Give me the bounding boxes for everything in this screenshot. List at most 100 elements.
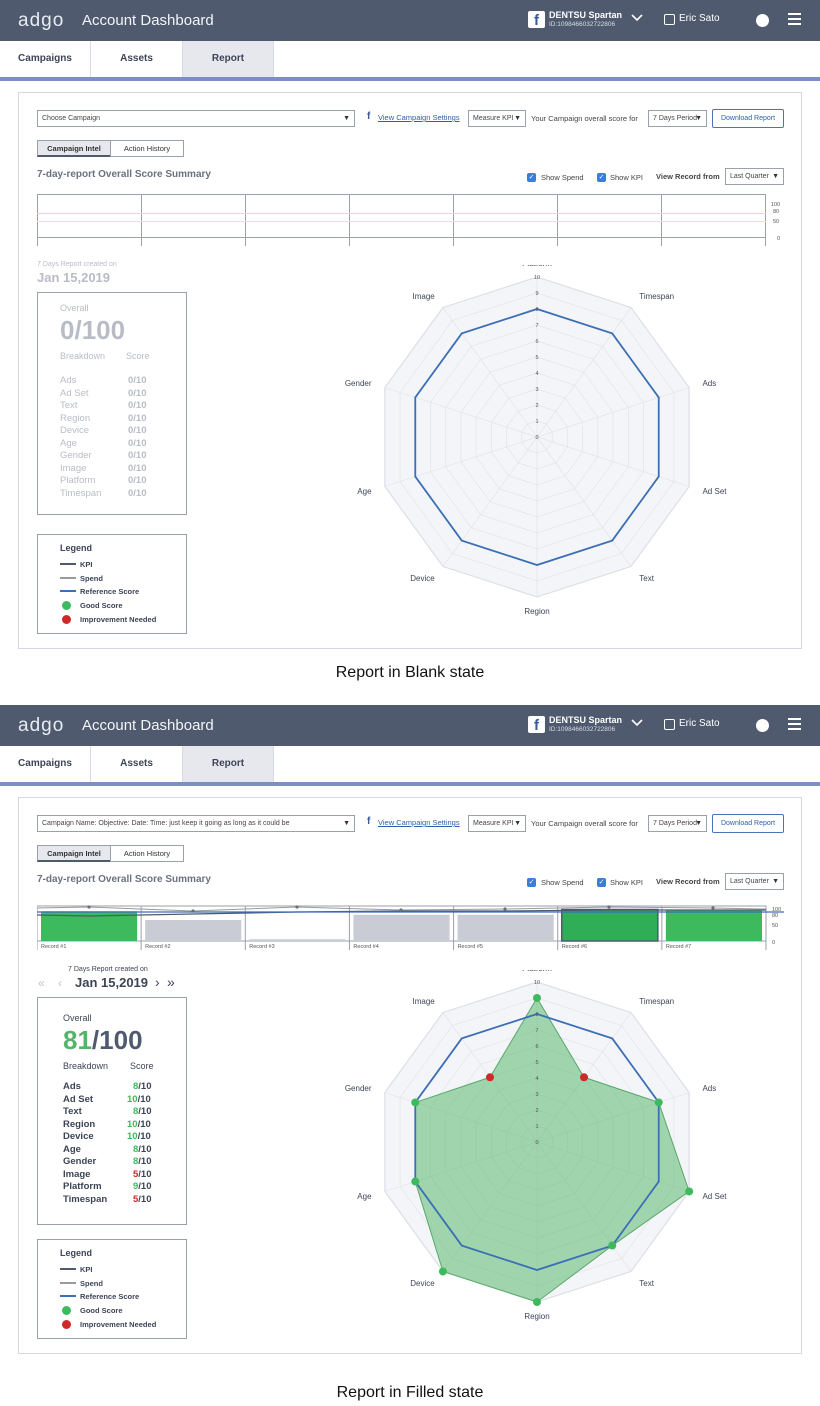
legend-item-reference-score: Reference Score — [80, 1292, 140, 1302]
view-campaign-settings-link[interactable]: View Campaign Settings — [378, 818, 460, 827]
threshold-line — [37, 213, 766, 214]
breakdown-score-timespan: 5/10 — [133, 1193, 152, 1205]
show-kpi-checkbox[interactable]: ✓ — [597, 878, 606, 887]
status-dot[interactable] — [756, 14, 769, 27]
legend-swatch-kpi — [60, 563, 76, 565]
report-date: Jan 15,2019 — [37, 270, 111, 285]
view-record-label: View Record from — [656, 877, 720, 886]
breakdown-score-region: 10/10 — [127, 1118, 151, 1130]
view-record-select[interactable]: Last Quarter ▼ — [725, 873, 784, 890]
legend-item-spend: Spend — [80, 1278, 103, 1288]
breakdown-score-timespan: 0/10 — [128, 487, 147, 499]
score-col-label: Score — [130, 1061, 154, 1071]
period-select[interactable]: 7 Days Period ▼ — [648, 815, 707, 832]
radar-point-gender — [411, 1098, 420, 1107]
breakdown-score-image: 5/10 — [133, 1168, 152, 1180]
radar-axis-label-text: Text — [639, 1279, 654, 1288]
record-divider — [245, 194, 246, 246]
menu-icon[interactable] — [788, 718, 801, 731]
campaign-select[interactable]: Campaign Name: Objective: Date: Time: ju… — [37, 815, 355, 832]
axis-label-50: 50 — [773, 219, 780, 225]
score-for-label: Your Campaign overall score for — [531, 819, 638, 828]
axis-label-0: 0 — [772, 940, 775, 946]
radar-tick-1: 1 — [535, 419, 538, 425]
app-logo[interactable]: adgo — [18, 10, 65, 31]
reference-score-line — [414, 1013, 660, 1271]
record-divider — [661, 194, 662, 246]
tab-report[interactable]: Report — [183, 41, 274, 77]
show-kpi-label: Show KPI — [610, 878, 643, 887]
record-bar-7 — [665, 909, 762, 941]
tab-assets[interactable]: Assets — [91, 746, 183, 782]
radar-tick-6: 6 — [535, 1044, 538, 1050]
show-kpi-checkbox[interactable]: ✓ — [597, 173, 606, 182]
first-record-icon[interactable]: « — [38, 976, 45, 990]
last-record-icon[interactable]: » — [167, 974, 175, 990]
report-created-label: 7 Days Report created on — [68, 966, 148, 973]
tab-report[interactable]: Report — [183, 746, 274, 782]
app-logo[interactable]: adgo — [18, 715, 65, 736]
radar-axis-label-timespan: Timespan — [639, 292, 674, 301]
record-divider — [349, 194, 350, 246]
tab-campaign-intel[interactable]: Campaign Intel — [37, 140, 111, 157]
axis-label-80: 80 — [772, 913, 778, 919]
status-dot[interactable] — [756, 719, 769, 732]
radar-axis-label-platform: Platform — [522, 970, 552, 973]
radar-tick-6: 6 — [535, 339, 538, 345]
kpi-select[interactable]: Measure KPI ▼ — [468, 815, 526, 832]
download-report-button[interactable]: Download Report — [712, 814, 784, 833]
account-name[interactable]: DENTSU Spartan — [549, 715, 623, 725]
menu-icon[interactable] — [788, 13, 801, 26]
legend-item-spend: Spend — [80, 573, 103, 583]
axis-label-100: 100 — [772, 907, 781, 913]
breakdown-score-platform: 9/10 — [133, 1181, 152, 1192]
kpi-select[interactable]: Measure KPI ▼ — [468, 110, 526, 127]
legend-swatch-kpi — [60, 1268, 76, 1270]
radar-axis-label-image: Image — [412, 997, 435, 1006]
breakdown-label-text: Text — [60, 400, 78, 411]
breakdown-label-ads: Ads — [63, 1081, 81, 1092]
record-divider — [453, 194, 454, 246]
radar-axis-label-platform: Platform — [522, 265, 552, 268]
show-spend-checkbox[interactable]: ✓ — [527, 173, 536, 182]
score-col-label: Score — [126, 351, 150, 361]
download-report-button[interactable]: Download Report — [712, 109, 784, 128]
score-breakdown-box: Overall 81/100 Breakdown Score Ads 8/10 Ad… — [37, 997, 187, 1225]
breakdown-score-age: 0/10 — [128, 437, 147, 449]
radar-spoke — [442, 307, 538, 438]
record-label-5: Record #5 — [458, 944, 483, 950]
chevron-down-icon[interactable] — [630, 716, 644, 730]
report-card: Campaign Name: Objective: Date: Time: ju… — [18, 797, 802, 1354]
overall-score: 0/100 — [60, 315, 126, 345]
radar-axis-label-text: Text — [639, 574, 654, 583]
radar-spoke — [384, 387, 538, 438]
previous-record-icon[interactable]: ‹ — [58, 976, 62, 990]
overall-label: Overall — [60, 303, 89, 313]
view-record-label: View Record from — [656, 172, 720, 181]
period-select[interactable]: 7 Days Period ▼ — [648, 110, 707, 127]
facebook-icon: f — [528, 716, 545, 734]
report-card: Choose Campaign ▼ f View Campaign Setting… — [18, 92, 802, 649]
chevron-down-icon[interactable] — [630, 11, 644, 25]
user-name[interactable]: Eric Sato — [679, 13, 720, 24]
tab-campaigns[interactable]: Campaigns — [0, 746, 91, 782]
score-for-label: Your Campaign overall score for — [531, 114, 638, 123]
overall-label: Overall — [63, 1013, 92, 1023]
nav-tabs: Campaigns Assets Report — [0, 746, 820, 782]
app-title: Account Dashboard — [82, 717, 214, 734]
user-name[interactable]: Eric Sato — [679, 718, 720, 729]
show-spend-label: Show Spend — [541, 173, 584, 182]
account-name[interactable]: DENTSU Spartan — [549, 10, 623, 20]
tab-action-history[interactable]: Action History — [110, 140, 184, 157]
tab-campaign-intel[interactable]: Campaign Intel — [37, 845, 111, 862]
tab-assets[interactable]: Assets — [91, 41, 183, 77]
view-campaign-settings-link[interactable]: View Campaign Settings — [378, 113, 460, 122]
radar-spoke — [536, 436, 690, 487]
tab-action-history[interactable]: Action History — [110, 845, 184, 862]
view-record-select[interactable]: Last Quarter ▼ — [725, 168, 784, 185]
show-spend-checkbox[interactable]: ✓ — [527, 878, 536, 887]
campaign-select[interactable]: Choose Campaign ▼ — [37, 110, 355, 127]
breakdown-label-region: Region — [63, 1118, 96, 1130]
next-record-icon[interactable]: › — [155, 974, 160, 990]
tab-campaigns[interactable]: Campaigns — [0, 41, 91, 77]
